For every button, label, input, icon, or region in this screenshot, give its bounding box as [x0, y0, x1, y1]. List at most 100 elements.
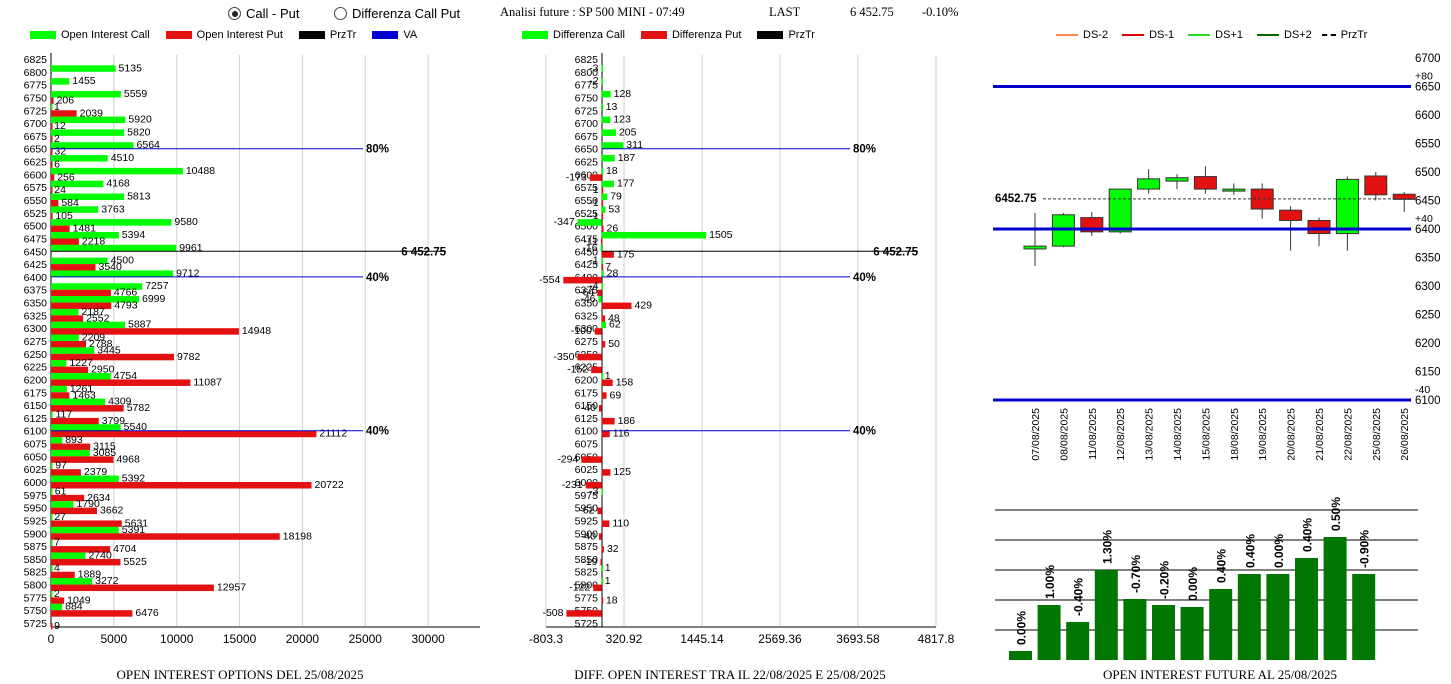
put-value-label: -554 — [539, 274, 560, 286]
call-value-label: 1505 — [709, 229, 733, 241]
strike-label: 6275 — [24, 336, 48, 348]
y-tick-label: 6350 — [1415, 253, 1441, 265]
legend-label: VA — [403, 29, 418, 41]
call-value-label: 311 — [626, 139, 643, 151]
strike-label: 6550 — [24, 195, 48, 207]
strike-label: 6125 — [24, 413, 48, 425]
call-bar — [51, 565, 53, 572]
put-bar — [51, 187, 53, 194]
strike-label: 6025 — [575, 464, 599, 476]
put-bar — [601, 212, 604, 220]
put-value-label: 4766 — [114, 287, 138, 299]
put-value-label: 2634 — [87, 492, 111, 504]
future-bar-label: -0.70% — [1129, 555, 1143, 593]
y-tick-label: 6700 — [1415, 53, 1441, 65]
put-bar — [593, 584, 602, 592]
legend-diff-call: Differenza Call — [522, 29, 625, 41]
x-tick-label: 1445.14 — [680, 632, 724, 646]
put-bar — [601, 392, 607, 399]
put-value-label: 3662 — [100, 505, 124, 517]
x-tick-label: 15000 — [223, 632, 257, 646]
legend-label: Differenza Put — [671, 29, 742, 41]
put-value-label: 21112 — [319, 428, 347, 440]
put-bar — [51, 289, 111, 297]
call-value-label: 205 — [619, 126, 637, 138]
prztr-label: 6 452.75 — [873, 246, 918, 258]
legend-oi: Open Interest Call Open Interest Put Prz… — [30, 29, 433, 41]
call-bar — [601, 257, 604, 265]
strike-label: 6100 — [575, 426, 599, 438]
y-tick-label: 6500 — [1415, 167, 1441, 179]
call-value-label: 4510 — [111, 152, 135, 164]
legend-prztr: PrzTr — [1321, 29, 1367, 41]
put-bar — [600, 238, 603, 245]
call-value-label: 2187 — [81, 306, 105, 318]
put-bar — [51, 430, 317, 438]
call-bar — [601, 270, 604, 277]
call-value-label: 3445 — [97, 344, 121, 356]
future-bar — [1352, 574, 1376, 660]
call-bar — [51, 270, 174, 277]
call-value-label: 177 — [617, 178, 635, 190]
call-bar — [51, 206, 99, 213]
put-bar — [51, 469, 81, 476]
future-bar — [1009, 651, 1032, 660]
y-tick-label: 6100 — [1415, 395, 1441, 407]
put-value-label: 5782 — [127, 402, 151, 414]
strike-label: 6075 — [575, 439, 599, 451]
call-value-label: 6999 — [142, 293, 166, 305]
put-value-label: 2950 — [91, 364, 115, 376]
call-value-label: 9961 — [179, 242, 203, 254]
put-value-label: 2 — [54, 133, 60, 145]
put-bar — [51, 571, 75, 579]
strike-label: 5825 — [575, 567, 599, 579]
put-value-label: 5525 — [123, 556, 147, 568]
strike-label: 6300 — [24, 323, 48, 335]
strike-label: 6200 — [24, 374, 48, 386]
radio-call-put[interactable]: Call - Put — [228, 6, 299, 21]
strike-label: 5775 — [24, 592, 48, 604]
strike-label: 5900 — [575, 528, 599, 540]
put-value-label: 125 — [613, 466, 631, 478]
strike-label: 6375 — [24, 285, 48, 297]
put-bar — [51, 456, 114, 463]
strike-label: 6150 — [575, 400, 599, 412]
strike-label: 6825 — [575, 54, 599, 66]
radio-differenza-dot[interactable] — [334, 7, 347, 20]
put-bar — [601, 520, 610, 527]
strike-label: 5950 — [575, 503, 599, 515]
call-bar — [51, 116, 126, 124]
call-bar — [51, 308, 79, 316]
call-bar — [51, 488, 53, 495]
level-label: +80 — [1415, 71, 1433, 83]
strike-label: 6225 — [24, 362, 48, 374]
strike-label: 6725 — [24, 105, 48, 117]
radio-call-put-dot[interactable] — [228, 7, 241, 20]
put-value-label: 4968 — [116, 453, 140, 465]
call-value-label: 6564 — [137, 139, 161, 151]
x-tick-label: 30000 — [411, 632, 445, 646]
future-bar — [1037, 605, 1061, 660]
put-value-label: 429 — [634, 300, 652, 312]
put-bar — [601, 341, 606, 348]
put-value-label: 48 — [608, 312, 620, 324]
strike-label: 6275 — [575, 336, 599, 348]
strike-label: 5925 — [24, 515, 48, 527]
strike-label: 6175 — [24, 387, 48, 399]
put-bar — [51, 533, 280, 540]
future-bar-label: -0.20% — [1158, 561, 1172, 599]
put-bar — [601, 264, 604, 271]
put-value-label: -40 — [581, 402, 596, 414]
put-bar — [51, 494, 85, 502]
top-bar: Call - Put Differenza Call Put Analisi f… — [0, 0, 1451, 26]
future-bar — [1237, 574, 1261, 660]
call-bar — [601, 321, 607, 329]
call-value-label: 13 — [606, 101, 618, 113]
future-bar — [1094, 570, 1118, 660]
put-value-label: 4793 — [114, 300, 138, 312]
future-bar — [1066, 622, 1090, 660]
call-value-label: 9580 — [174, 216, 198, 228]
strike-label: 6350 — [24, 298, 48, 310]
radio-differenza-label: Differenza Call Put — [352, 6, 461, 21]
radio-differenza[interactable]: Differenza Call Put — [334, 6, 460, 21]
